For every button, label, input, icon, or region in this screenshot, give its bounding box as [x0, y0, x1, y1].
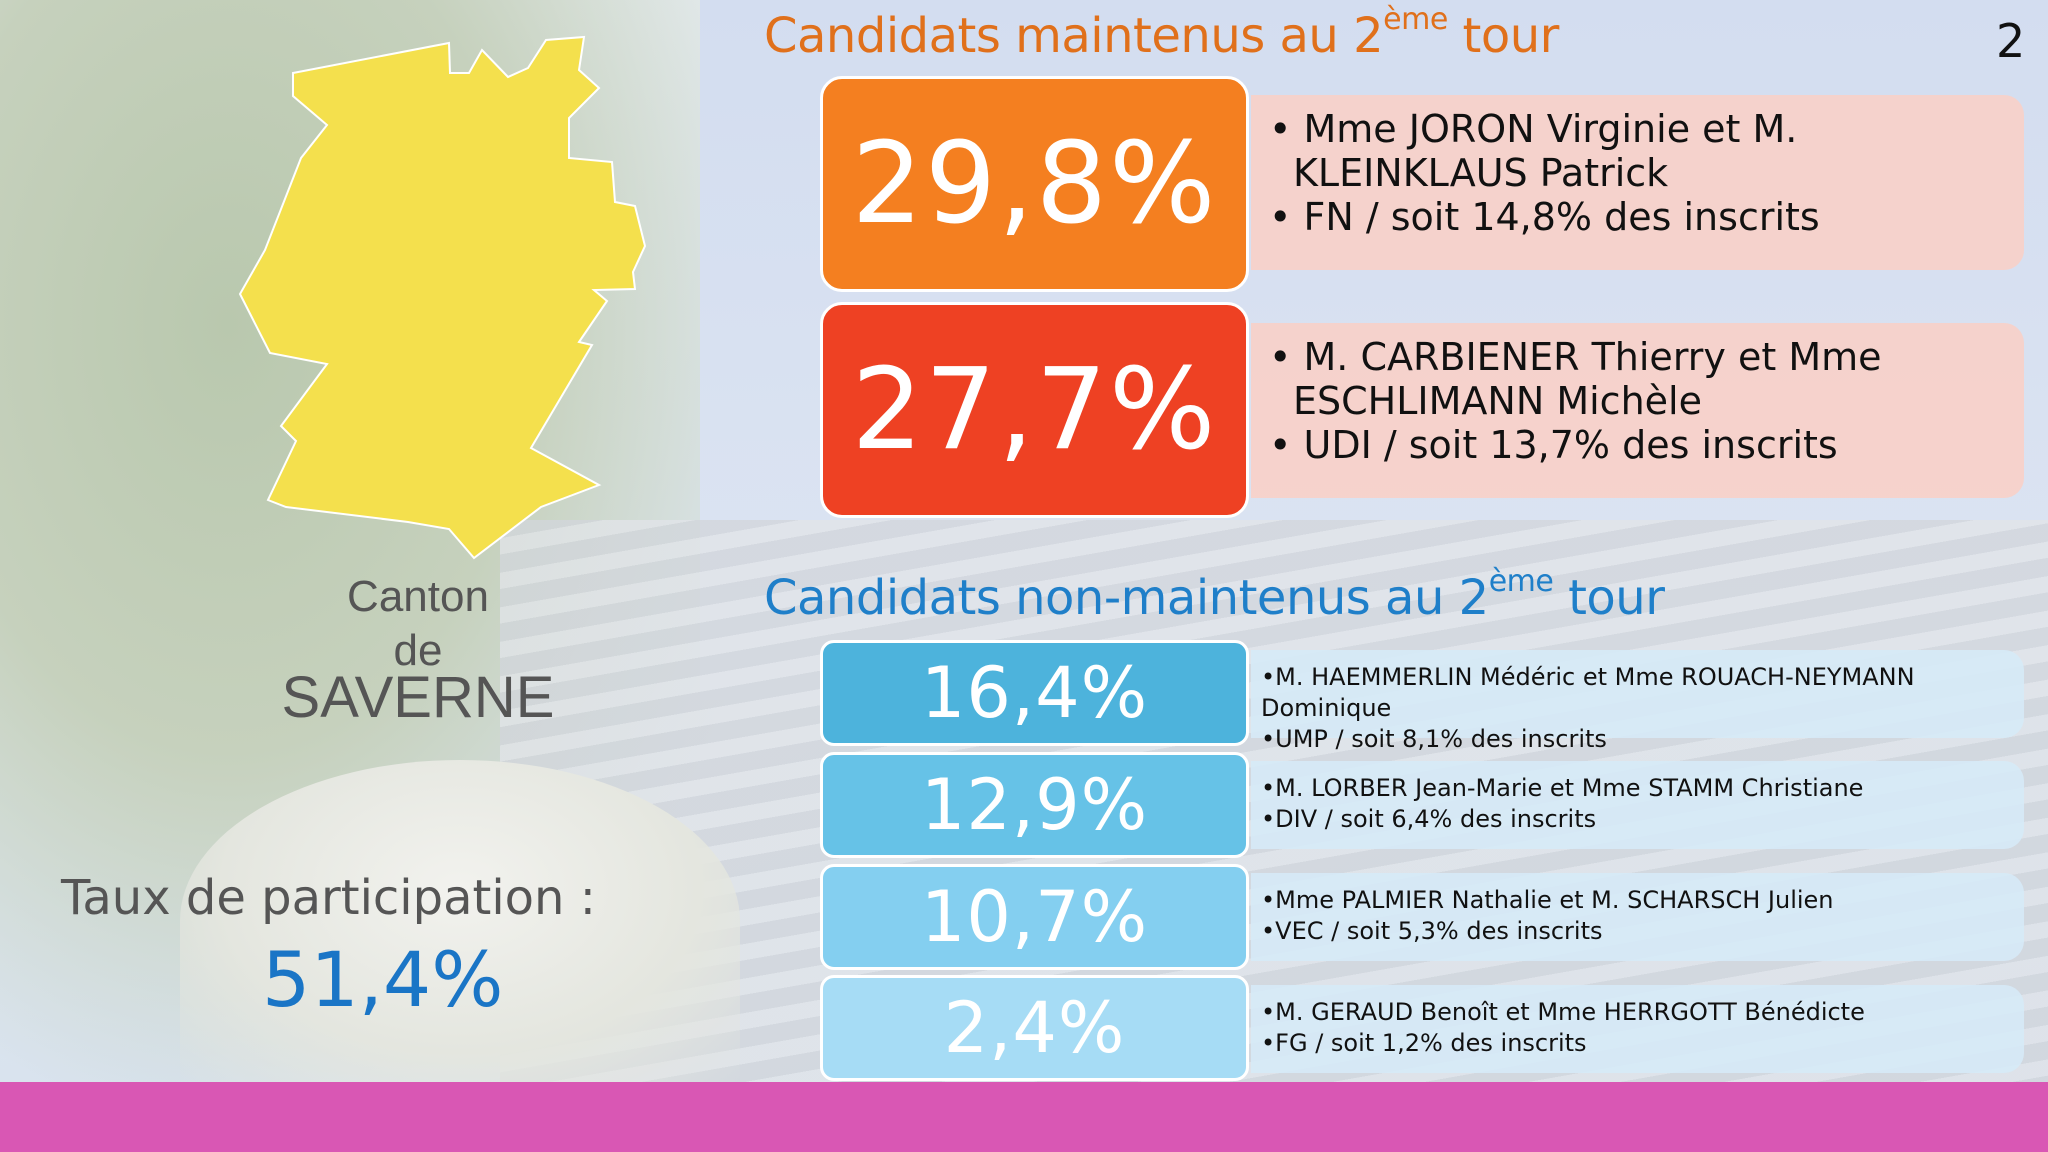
footer-bar — [0, 1082, 2048, 1152]
candidate-names: •M. LORBER Jean-Marie et Mme STAMM Chris… — [1261, 774, 1864, 802]
title-sup: ème — [1488, 564, 1554, 599]
candidate-party: •FG / soit 1,2% des inscrits — [1261, 1029, 1587, 1057]
candidate-info-1: • Mme JORON Virginie et M. KLEINKLAUS Pa… — [1251, 95, 2024, 270]
canton-label-de: de — [393, 626, 443, 675]
participation-value: 51,4% — [262, 935, 504, 1024]
candidate-party: •VEC / soit 5,3% des inscrits — [1261, 917, 1603, 945]
flowering-bush — [180, 760, 740, 1082]
title-sup: ème — [1383, 2, 1448, 37]
participation-label: Taux de participation : — [61, 870, 596, 926]
candidate-info-3: •M. HAEMMERLIN Médéric et Mme ROUACH-NEY… — [1251, 650, 2024, 753]
candidate-party: • FN / soit 14,8% des inscrits — [1269, 195, 1820, 239]
candidate-party: •DIV / soit 6,4% des inscrits — [1261, 805, 1597, 833]
score-box-2: 27,7% — [820, 302, 1249, 518]
title-text: Candidats maintenus au 2 — [764, 8, 1384, 64]
title-text: Candidats non-maintenus au 2 — [764, 570, 1489, 626]
candidate-names: •M. GERAUD Benoît et Mme HERRGOTT Bénédi… — [1261, 998, 1865, 1026]
candidate-names: •Mme PALMIER Nathalie et M. SCHARSCH Jul… — [1261, 886, 1834, 914]
page-number: 2 — [1996, 14, 2026, 68]
candidate-names: •M. HAEMMERLIN Médéric et Mme ROUACH-NEY… — [1261, 663, 1915, 722]
canton-label: Canton — [347, 572, 489, 621]
candidate-info-4: •M. LORBER Jean-Marie et Mme STAMM Chris… — [1251, 761, 2024, 849]
non-maintained-title: Candidats non-maintenus au 2ème tour — [764, 564, 1665, 626]
candidate-info-2: • M. CARBIENER Thierry et Mme ESCHLIMANN… — [1251, 323, 2024, 498]
candidate-names-cont: ESCHLIMANN Michèle — [1293, 379, 1702, 423]
score-box-6: 2,4% — [820, 975, 1249, 1081]
candidate-info-6: •M. GERAUD Benoît et Mme HERRGOTT Bénédi… — [1251, 985, 2024, 1073]
score-box-1: 29,8% — [820, 76, 1249, 292]
canton-name: SAVERNE — [281, 665, 555, 730]
candidate-names: • Mme JORON Virginie et M. — [1269, 107, 1798, 151]
candidate-party: •UMP / soit 8,1% des inscrits — [1261, 725, 1607, 753]
candidate-party: • UDI / soit 13,7% des inscrits — [1269, 423, 1838, 467]
title-text: tour — [1447, 8, 1560, 64]
maintained-title: Candidats maintenus au 2ème tour — [764, 2, 1560, 64]
candidate-info-5: •Mme PALMIER Nathalie et M. SCHARSCH Jul… — [1251, 873, 2024, 961]
candidate-names: • M. CARBIENER Thierry et Mme — [1269, 335, 1882, 379]
candidate-names-cont: KLEINKLAUS Patrick — [1293, 151, 1669, 195]
score-box-5: 10,7% — [820, 864, 1249, 970]
canton-map — [238, 35, 647, 560]
canton-map-shape — [238, 35, 647, 560]
score-box-3: 16,4% — [820, 640, 1249, 746]
score-box-4: 12,9% — [820, 752, 1249, 858]
title-text: tour — [1553, 570, 1665, 626]
